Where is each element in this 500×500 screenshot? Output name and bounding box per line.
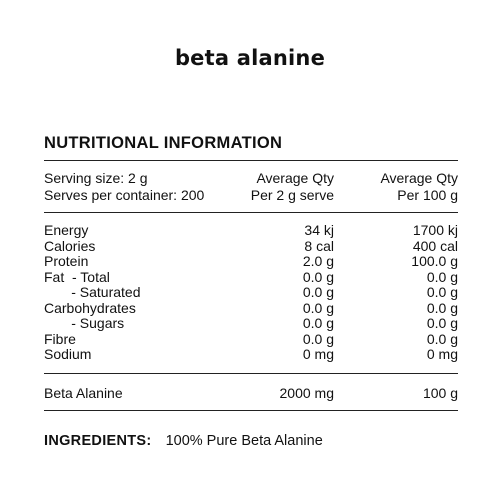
nutrition-heading: NUTRITIONAL INFORMATION [44, 134, 283, 152]
nutrient-per-100g: 0.0 g [426, 268, 458, 285]
header-row: Serves per container: 200 Per 2 g serve … [44, 187, 458, 203]
nutrient-per-100g: 0 mg [426, 346, 458, 362]
nutrient-per-100g: 0.0 g [426, 299, 458, 316]
rule-active [44, 373, 458, 374]
nutrient-name: Energy [44, 222, 89, 238]
nutrient-per-100g: 0.0 g [426, 330, 458, 347]
header-cell-100g: Per 100 g [397, 187, 458, 203]
ingredients-line: INGREDIENTS: 100% Pure Beta Alanine [44, 433, 323, 449]
nutrient-row: Fibre 0.0 g 0.0 g [44, 331, 458, 347]
active-ingredient-per-100g: 100 g [422, 385, 458, 401]
rule-bottom [44, 410, 458, 411]
nutrient-row: Fat - Total 0.0 g 0.0 g [44, 269, 458, 285]
header-cell-serve: Average Qty [256, 170, 334, 186]
nutrient-per-100g: 400 cal [412, 237, 458, 254]
nutrient-row: Sodium 0 mg 0 mg [44, 346, 458, 362]
header-row: Serving size: 2 g Average Qty Average Qt… [44, 170, 458, 186]
nutrient-row: Calories 8 cal 400 cal [44, 238, 458, 254]
nutrient-per-serve: 34 kj [304, 222, 334, 238]
nutrient-name: Carbohydrates [44, 299, 136, 316]
nutrient-name: Sodium [44, 346, 92, 362]
nutrient-name: Fibre [44, 330, 76, 347]
nutrient-per-100g: 0.0 g [426, 315, 458, 331]
active-ingredient-name: Beta Alanine [44, 385, 123, 401]
nutrient-row: Carbohydrates 0.0 g 0.0 g [44, 300, 458, 316]
ingredients-text: 100% Pure Beta Alanine [165, 433, 323, 449]
ingredients-label: INGREDIENTS: [44, 433, 152, 449]
active-ingredient-row: Beta Alanine 2000 mg 100 g [44, 385, 458, 401]
nutrient-per-serve: 0.0 g [302, 330, 334, 347]
nutrient-name: Fat - Total [44, 268, 110, 285]
nutrient-row: Protein 2.0 g 100.0 g [44, 253, 458, 269]
nutrient-per-serve: 0.0 g [302, 268, 334, 285]
nutrient-per-serve: 0 mg [302, 346, 334, 362]
nutrient-per-100g: 100.0 g [411, 253, 458, 269]
rule-top [44, 160, 458, 161]
nutrient-row: - Sugars 0.0 g 0.0 g [44, 315, 458, 331]
active-ingredient-per-serve: 2000 mg [279, 385, 334, 401]
nutrient-per-100g: 1700 kj [412, 222, 458, 238]
header-cell-label: Serving size: 2 g [44, 170, 148, 186]
header-cell-label: Serves per container: 200 [44, 187, 205, 203]
nutrient-per-serve: 0.0 g [302, 284, 334, 300]
product-title: beta alanine [174, 46, 326, 70]
rule-header [44, 212, 458, 213]
nutrient-name: Calories [44, 237, 96, 254]
nutrient-row: Energy 34 kj 1700 kj [44, 222, 458, 238]
nutrient-name: Protein [44, 253, 89, 269]
nutrient-row: - Saturated 0.0 g 0.0 g [44, 284, 458, 300]
nutrient-per-serve: 2.0 g [302, 253, 334, 269]
header-cell-100g: Average Qty [380, 170, 458, 186]
nutrient-per-100g: 0.0 g [426, 284, 458, 300]
header-cell-serve: Per 2 g serve [250, 187, 334, 203]
nutrient-name: - Saturated [44, 284, 141, 300]
nutrient-per-serve: 0.0 g [302, 299, 334, 316]
nutrient-per-serve: 8 cal [304, 237, 334, 254]
nutrient-per-serve: 0.0 g [302, 315, 334, 331]
nutrient-name: - Sugars [44, 315, 125, 331]
